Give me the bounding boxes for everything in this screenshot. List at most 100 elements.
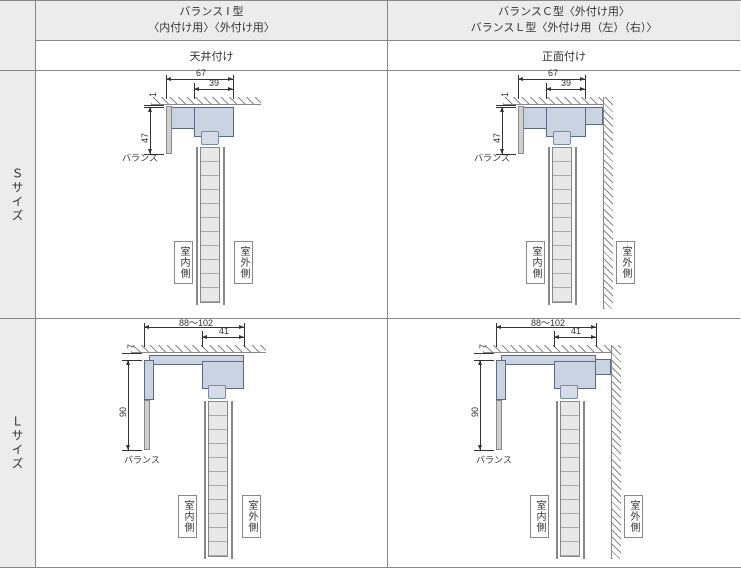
dim-39 <box>194 89 233 90</box>
ext-line <box>122 450 142 451</box>
blind-rail <box>208 401 228 557</box>
header-col1-line2: 〈内付け用〉〈外付け用〉 <box>148 21 275 36</box>
ext-line <box>122 353 142 354</box>
diagram-l-ceiling: 88～102 41 7 90 バランス 室内側 室外側 <box>36 319 387 567</box>
dim-47-text: 47 <box>492 133 502 143</box>
ext-line <box>585 75 586 99</box>
cell-l-front: 88～102 41 7 90 バランス 室内側 室外側 <box>388 319 740 567</box>
cell-s-ceiling: 67 39 1 47 バランス 室 <box>36 71 388 319</box>
rowlabel-l-text: Ｌサイズ <box>9 415 26 471</box>
ext-line <box>474 450 494 451</box>
interior-label: 室内側 <box>174 241 193 284</box>
subheader-col2-text: 正面付け <box>542 48 586 64</box>
dim-90-text: 90 <box>118 407 128 417</box>
dim-67-text: 67 <box>538 68 568 78</box>
ext-line <box>194 83 195 99</box>
ext-line <box>122 360 142 361</box>
ext-line <box>596 323 597 347</box>
diagram-s-front: 67 39 1 47 バランス 室内側 室外側 <box>388 71 740 318</box>
cell-s-front: 67 39 1 47 バランス 室内側 室外側 <box>388 71 740 319</box>
balance-plate <box>518 106 524 154</box>
header-col2-line2: バランスＬ型〈外付け用（左）（右）〉 <box>471 21 658 36</box>
rowlabel-l: Ｌサイズ <box>0 319 36 567</box>
subheader-col2: 正面付け <box>388 41 740 71</box>
balance-plate <box>496 400 502 450</box>
ceiling-hatch <box>131 345 266 353</box>
exterior-label: 室外側 <box>624 495 643 538</box>
rod-left <box>196 147 198 305</box>
balance-label: バランス <box>122 151 158 164</box>
balance-label: バランス <box>474 151 510 164</box>
diagram-s-ceiling: 67 39 1 47 バランス 室 <box>36 71 387 318</box>
dim-90 <box>128 360 129 450</box>
ext-line <box>546 83 547 99</box>
mechanism <box>560 385 578 399</box>
dim-41-text: 41 <box>214 326 234 336</box>
rod-right <box>583 401 585 559</box>
balance-plate <box>144 400 150 450</box>
ext-line <box>202 331 203 347</box>
subheader-col1-text: 天井付け <box>190 48 234 64</box>
cell-l-ceiling: 88～102 41 7 90 バランス 室内側 室外側 <box>36 319 388 567</box>
mechanism <box>201 131 219 145</box>
rod-left <box>204 401 206 559</box>
header-col2-line1: バランスＣ型〈外付け用〉 <box>498 5 630 20</box>
ext-line <box>474 360 494 361</box>
ext-line <box>144 105 164 106</box>
interior-label: 室内側 <box>530 495 549 538</box>
ceiling-hatch <box>151 97 261 105</box>
dim-39-text: 39 <box>556 78 576 88</box>
dim-90-text: 90 <box>470 407 480 417</box>
rowlabel-s: Ｓサイズ <box>0 71 36 319</box>
blind-rail <box>200 147 220 303</box>
exterior-label: 室外側 <box>234 241 253 284</box>
dim-7-text: 7 <box>478 344 488 349</box>
ext-line <box>244 323 245 347</box>
header-col2: バランスＣ型〈外付け用〉 バランスＬ型〈外付け用（左）（右）〉 <box>388 1 740 41</box>
rod-right <box>575 147 577 305</box>
dim-1-text: 1 <box>148 92 158 97</box>
bracket-drop <box>144 360 154 400</box>
dim-47-text: 47 <box>140 133 150 143</box>
wall-bracket <box>595 359 611 375</box>
balance-label: バランス <box>476 453 512 466</box>
header-col1: バランス Ⅰ 型 〈内付け用〉〈外付け用〉 <box>36 1 388 41</box>
dim-39-text: 39 <box>204 78 224 88</box>
dim-90 <box>480 360 481 450</box>
blind-rail <box>560 401 580 557</box>
rowlabel-s-text: Ｓサイズ <box>9 167 26 223</box>
ext-line <box>474 353 494 354</box>
ext-line <box>496 105 516 106</box>
exterior-label: 室外側 <box>616 241 635 284</box>
balance-label: バランス <box>124 453 160 466</box>
interior-label: 室内側 <box>526 241 545 284</box>
balance-plate <box>166 106 172 154</box>
exterior-label: 室外側 <box>242 495 261 538</box>
ext-line <box>496 107 516 108</box>
rod-left <box>556 401 558 559</box>
dim-7-text: 7 <box>126 344 136 349</box>
wall-bracket <box>585 107 603 125</box>
rod-right <box>223 147 225 305</box>
dim-41 <box>202 337 244 338</box>
ceiling-hatch <box>483 345 611 353</box>
mechanism <box>208 385 226 399</box>
dim-47 <box>502 107 503 154</box>
subheader-col1: 天井付け <box>36 41 388 71</box>
blind-rail <box>552 147 572 303</box>
dim-1-text: 1 <box>500 92 510 97</box>
dim-41 <box>554 337 596 338</box>
interior-label: 室内側 <box>178 495 197 538</box>
ext-line <box>144 107 164 108</box>
spec-table: バランス Ⅰ 型 〈内付け用〉〈外付け用〉 バランスＣ型〈外付け用〉 バランスＬ… <box>0 0 741 568</box>
corner-cell <box>0 1 36 71</box>
ext-line <box>554 331 555 347</box>
rod-left <box>548 147 550 305</box>
dim-41-text: 41 <box>566 326 586 336</box>
diagram-l-front: 88～102 41 7 90 バランス 室内側 室外側 <box>388 319 740 567</box>
header-col1-line1: バランス Ⅰ 型 <box>179 5 243 20</box>
dim-67-text: 67 <box>186 68 216 78</box>
mechanism <box>553 131 571 145</box>
dim-39 <box>546 89 585 90</box>
wall-hatch <box>603 97 613 309</box>
